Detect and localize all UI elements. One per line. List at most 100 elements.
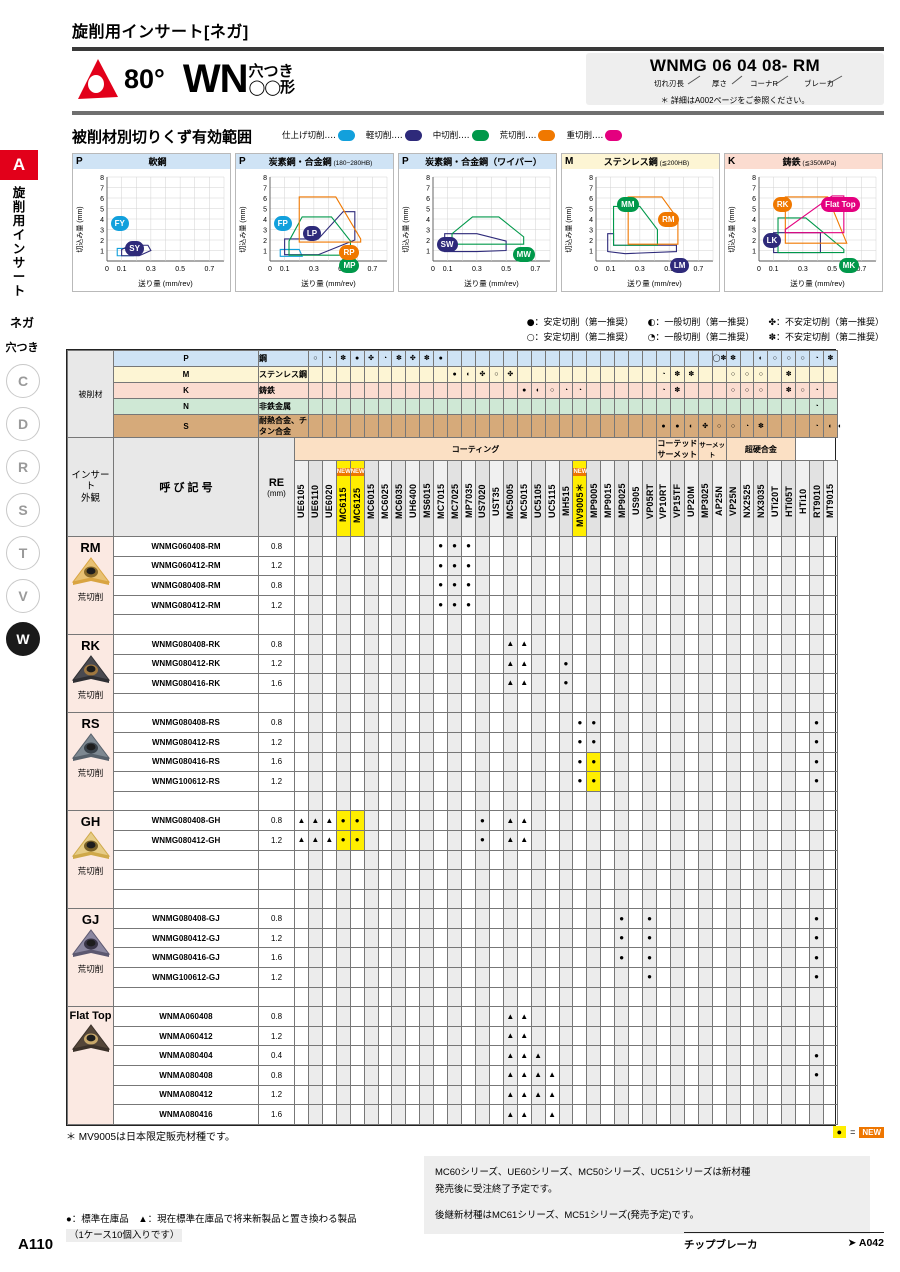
mark-WNMA060412-US905	[628, 1025, 644, 1047]
mark-WNMA080416-VP10RT	[655, 1104, 671, 1125]
mark-blank-VP05RT	[642, 790, 657, 812]
chip-control-range-section: 被削材別切りくず有効範囲 仕上げ切削‥‥ 軽切削‥‥ 中切削‥‥ 荒切削‥‥ 重切削‥‥…	[72, 126, 884, 292]
grade-name: MC5015	[519, 483, 530, 519]
rail-tag-nega: ネガ	[9, 316, 34, 330]
re-cell: 1.6	[258, 947, 295, 969]
table-row[interactable]	[68, 790, 838, 812]
table-row[interactable]: RS 荒切削 WNMG080408-RS 0.8 ● ● ●	[67, 712, 838, 812]
mark-blank-MP7035	[461, 614, 476, 635]
table-row[interactable]	[68, 849, 838, 871]
rail-button-r[interactable]: R	[6, 450, 40, 484]
symbol-text: ：不安定切削（第一推奨）	[775, 317, 884, 327]
mark-WNMA080416-VP25N	[725, 1104, 741, 1125]
svg-text:送り量 (mm/rev): 送り量 (mm/rev)	[301, 278, 356, 288]
symbol-glyph: ✽	[768, 332, 776, 343]
mark-WNMG080412-RM-UST35	[488, 594, 504, 616]
applicability-M-MP9015	[614, 366, 630, 383]
mark-WNMG080412-RK-MV9005＊	[572, 653, 588, 675]
mark-WNMA060412-MC5015: ▲	[516, 1025, 532, 1047]
mark-WNMA060408-MP3025	[697, 1006, 713, 1027]
table-row[interactable]: WNMG080408-RM 0.8 ● ● ●	[68, 575, 838, 596]
mark-WNMG080416-RS-UP20M	[683, 751, 699, 773]
stock-note: ●：標準在庫品 ▲：現在標準在庫品で将来新製品と置き換わる製品 （1ケース10個…	[66, 1212, 357, 1244]
rail-button-s[interactable]: S	[6, 493, 40, 527]
mark-WNMA060408-MH515	[558, 1006, 574, 1027]
mark-blank-MP9015	[600, 986, 616, 1008]
table-row[interactable]: WNMA080408 0.8 ▲ ▲ ▲ ▲ ●	[68, 1065, 838, 1086]
mark-WNMG080408-GJ-NX3035	[753, 908, 769, 929]
table-row[interactable]: WNMG080412-RK 1.2 ▲ ▲ ●	[68, 653, 838, 675]
mark-WNMG080408-GH-AP25N	[711, 810, 727, 831]
mark-WNMG080416-RS-MH515	[558, 751, 574, 773]
mark-blank-MC6015	[363, 869, 379, 890]
table-row[interactable]: GH 荒切削 WNMG080408-GH 0.8 ▲ ▲ ▲ ● ● ● ▲ ▲	[67, 810, 838, 910]
table-row[interactable]: WNMG080412-RM 1.2 ● ● ●	[68, 594, 838, 616]
mark-WNMA080412-UE6105	[294, 1084, 309, 1106]
mark-WNMG080416-GJ-MC5015	[516, 947, 532, 969]
mark-blank-VP25N	[725, 692, 741, 714]
mark-blank-UST35	[488, 986, 504, 1008]
table-row[interactable]: WNMA080404 0.4 ▲ ▲ ▲ ●	[68, 1045, 838, 1067]
table-row[interactable]: WNMG080416-RS 1.6 ● ● ●	[68, 751, 838, 773]
mark-WNMG080412-RS-MV9005＊: ●	[572, 731, 588, 753]
mark-WNMA080408-MC5015: ▲	[516, 1065, 532, 1086]
rail-button-d[interactable]: D	[6, 407, 40, 441]
table-row[interactable]: RK 荒切削 WNMG080408-RK 0.8 ▲ ▲	[67, 633, 838, 714]
rail-button-t[interactable]: T	[6, 536, 40, 570]
table-row[interactable]	[68, 869, 838, 890]
mark-WNMG080408-RM-MC6025	[377, 575, 393, 596]
mark-blank-MC7025	[447, 790, 463, 812]
mark-WNMA060412-MP7035	[461, 1025, 476, 1047]
applicability-S-VP05RT: ●	[655, 414, 671, 438]
table-row[interactable]: WNMG100612-GJ 1.2 ● ●	[68, 967, 838, 988]
mark-blank-AP25N	[711, 614, 727, 635]
mark-blank-VP25N	[725, 614, 741, 635]
rail-button-c[interactable]: C	[6, 364, 40, 398]
mark-WNMA080408-UP20M	[683, 1065, 699, 1086]
applicability-N-MP7035	[474, 398, 490, 415]
mark-WNMG080412-GJ-US905	[628, 927, 644, 949]
table-row[interactable]: GJ 荒切削 WNMG080408-GJ 0.8 ● ● ●	[67, 908, 838, 1008]
workpiece-name-K: 鋳鉄	[258, 382, 309, 399]
rail-button-v[interactable]: V	[6, 579, 40, 613]
mark-WNMA060412-UTi20T	[767, 1025, 783, 1047]
table-row[interactable]: WNMG080416-RK 1.6 ▲ ▲ ●	[68, 673, 838, 694]
table-row[interactable]: WNMG080412-RS 1.2 ● ● ●	[68, 731, 838, 753]
table-row[interactable]: WNMG080412-GJ 1.2 ● ● ●	[68, 927, 838, 949]
table-row[interactable]	[68, 614, 838, 635]
breaker-link[interactable]: チップブレーカ ➤ A042	[684, 1232, 884, 1252]
mark-WNMG080412-RK-VP10RT	[655, 653, 671, 675]
table-row[interactable]: WNMG080412-GH 1.2 ▲ ▲ ▲ ● ● ● ▲ ▲	[68, 829, 838, 851]
mark-blank-VP05RT	[642, 869, 657, 890]
mark-WNMA080416-UST35	[488, 1104, 504, 1125]
mark-WNMG080408-RS-MP3025	[697, 712, 713, 733]
mark-WNMG080412-RK-HTi10	[795, 653, 811, 675]
grade-column-MC5015: MC5015	[516, 460, 532, 537]
mark-WNMG060412-RM-UST35	[488, 555, 504, 577]
table-row[interactable]: WNMA080416 1.6 ▲ ▲ ▲	[68, 1104, 838, 1125]
rail-tab-a[interactable]: A	[0, 150, 38, 180]
rail-button-w[interactable]: W	[6, 622, 40, 656]
table-row[interactable]: WNMA060412 1.2 ▲ ▲	[68, 1025, 838, 1047]
mark-blank-VP25N	[725, 849, 741, 871]
mark-WNMG080416-RS-UE6020	[321, 751, 337, 773]
table-row[interactable]: Flat Top WNMA060408 0.8 ▲ ▲	[67, 1006, 838, 1125]
applicability-K-MP9025	[628, 382, 644, 399]
table-row[interactable]: WNMA080412 1.2 ▲ ▲ ▲ ▲	[68, 1084, 838, 1106]
table-row[interactable]: WNMG060412-RM 1.2 ● ● ●	[68, 555, 838, 577]
table-row[interactable]: WNMG080416-GJ 1.6 ● ● ●	[68, 947, 838, 969]
table-row[interactable]	[68, 888, 838, 910]
svg-text:7: 7	[752, 186, 756, 193]
mark-WNMG080408-RK-UE6110	[307, 633, 323, 655]
table-row[interactable]: WNMG100612-RS 1.2 ● ● ●	[68, 771, 838, 792]
table-row[interactable]: RM 荒切削 WNMG060408-RM 0.8 ● ● ●	[67, 536, 838, 635]
mark-WNMG080412-GJ-MC6015	[363, 927, 379, 949]
table-row[interactable]	[68, 986, 838, 1008]
mv-footnote: ＊ MV9005は日本限定販売材種です。	[66, 1132, 236, 1143]
mark-blank-MC6015	[363, 849, 379, 871]
chart-region-Flat-Top	[784, 195, 845, 234]
mark-blank-MP7035	[461, 692, 476, 714]
mark-blank-UE6020	[321, 614, 337, 635]
table-row[interactable]	[68, 692, 838, 714]
